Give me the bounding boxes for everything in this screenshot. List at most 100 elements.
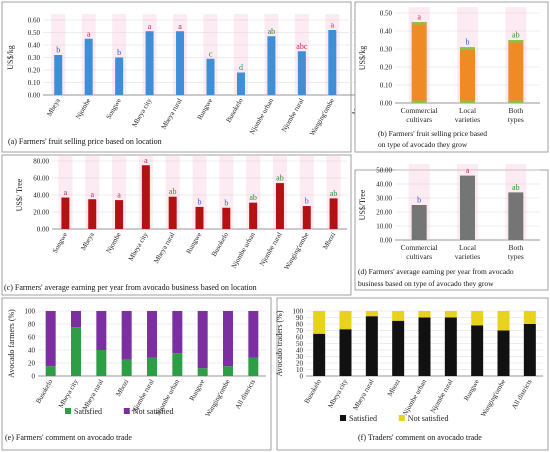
- significance-letter: a: [64, 188, 68, 197]
- y-tick-label: 100: [293, 308, 304, 316]
- y-tick-label: 0.00: [37, 226, 50, 234]
- legend-swatch: [398, 415, 405, 421]
- y-tick-label: 40.00: [376, 181, 392, 189]
- bar-mbozi: [329, 198, 338, 229]
- significance-letter: ab: [169, 187, 177, 196]
- bar-satisfied-all-districts: [248, 357, 259, 376]
- x-tick-label: Both: [509, 106, 524, 115]
- legend-label: Not satisfied: [133, 407, 174, 416]
- x-tick-label: types: [508, 115, 524, 124]
- bar-not-satisfied-all-districts: [248, 311, 259, 358]
- x-tick-label: Commercial: [401, 243, 438, 252]
- significance-letter: d: [239, 63, 243, 72]
- bar-not-satisfied-mbeya-rural: [96, 311, 107, 350]
- significance-letter: ab: [276, 174, 284, 183]
- significance-letter: a: [417, 13, 421, 22]
- bar-not-satisfied-mbeya-city: [71, 311, 81, 328]
- chart-caption: business based on type of avocado they g…: [358, 279, 494, 288]
- bar-both-types: [508, 192, 524, 240]
- bar-base: [411, 100, 427, 103]
- legend-swatch: [340, 415, 346, 421]
- y-axis-label: US$/Tree: [358, 189, 367, 220]
- y-tick-label: 0.50: [380, 10, 393, 18]
- legend-label: Not satisfied: [408, 414, 449, 423]
- y-tick-label: 0.30: [380, 46, 393, 54]
- bar-not-satisfied-wanging-ombe: [223, 311, 233, 367]
- y-tick-label: 20: [296, 360, 304, 368]
- bar-satisfied-njombe-urban: [172, 353, 183, 376]
- y-tick-label: 10.00: [376, 223, 392, 231]
- bar-rungwe: [206, 58, 215, 95]
- bar-satisfied-wanging-ombe: [497, 330, 510, 376]
- significance-letter: ab: [512, 183, 520, 192]
- chart-caption: (b) Farmers' fruit selling price based: [378, 129, 487, 138]
- significance-letter: a: [331, 21, 335, 30]
- bar-satisfied-mbeya-city: [71, 327, 81, 376]
- significance-letter: b: [417, 196, 421, 205]
- bar-songwe: [61, 197, 70, 229]
- x-tick-label: Commercial: [401, 106, 438, 115]
- bar-not-satisfied-njombe-urban: [418, 311, 431, 318]
- bar-both-types: [508, 40, 524, 103]
- y-tick-label: 0.30: [28, 54, 41, 62]
- x-tick-label: Local: [459, 106, 476, 115]
- chart-caption: on type of avocado they grow: [378, 140, 468, 149]
- y-tick-label: 40: [28, 347, 36, 355]
- chart-d: 0.00 10.00 20.00 30.00 40.00 50.00 US$/Tree b Co…: [354, 164, 549, 291]
- significance-letter: a: [178, 22, 182, 31]
- y-tick-label: 30: [296, 353, 304, 361]
- y-tick-label: 50: [296, 340, 304, 348]
- legend-label: Satisfied: [349, 414, 377, 423]
- x-tick-label: cultivars: [406, 252, 432, 261]
- bar-wanging-ombe: [328, 30, 337, 95]
- bar-busokelo: [222, 207, 231, 229]
- bar-not-satisfied-mbeya-city: [339, 311, 352, 330]
- y-tick-label: 0: [300, 373, 304, 381]
- bar-satisfied-busokelo: [313, 333, 326, 376]
- y-tick-label: 80.00: [33, 158, 49, 166]
- significance-letter: a: [466, 166, 470, 175]
- y-tick-label: 0.20: [28, 67, 41, 75]
- bar-busokelo: [236, 72, 245, 95]
- significance-letter: a: [148, 22, 152, 31]
- bar-not-satisfied-mbozi: [392, 311, 405, 321]
- chart-caption: (d) Farmers' average earning per year fr…: [358, 267, 514, 276]
- y-tick-label: 0.00: [380, 237, 393, 245]
- bar-commercial-cultivars: [411, 22, 427, 103]
- bar-satisfied-mbozi: [392, 320, 405, 376]
- bar-mbeya: [88, 199, 97, 229]
- bar-cap: [460, 47, 475, 50]
- bar-satisfied-rungwe: [197, 368, 208, 376]
- x-tick-label: Both: [509, 243, 524, 252]
- bar-commercial-cultivars: [411, 205, 427, 240]
- bar-mbeya-city: [141, 165, 150, 229]
- legend-swatch: [123, 408, 130, 414]
- y-tick-label: 50.00: [376, 167, 392, 175]
- chart-caption: (f) Traders' comment on avocado trade: [358, 433, 482, 442]
- bar-local-varieties: [460, 175, 475, 240]
- bar-mbeya-rural: [176, 31, 185, 95]
- significance-letter: c: [209, 49, 213, 58]
- bar-satisfied-mbeya-city: [339, 329, 352, 376]
- bar-not-satisfied-mbozi: [121, 311, 132, 360]
- y-axis-label: Avocado farmers (%): [7, 309, 16, 378]
- bar-satisfied-all-districts: [523, 324, 536, 376]
- chart-caption: (c) Farmers' average earning per year fr…: [4, 283, 257, 292]
- y-axis-label: US$/kg: [358, 46, 367, 70]
- y-tick-label: 0.60: [28, 17, 41, 25]
- y-tick-label: 0.40: [28, 42, 41, 50]
- legend-swatch: [65, 408, 71, 414]
- bar-njombe-urban: [249, 202, 258, 229]
- bar-satisfied-njombe-rural: [147, 357, 157, 376]
- bar-not-satisfied-mbeya-rural: [365, 311, 378, 317]
- y-tick-label: 40: [296, 347, 304, 355]
- bar-satisfied-mbeya-rural: [96, 350, 107, 376]
- y-tick-label: 10: [296, 366, 304, 374]
- y-tick-label: 80: [28, 321, 36, 329]
- bar-not-satisfied-njombe-rural: [444, 311, 457, 318]
- bar-not-satisfied-njombe-rural: [147, 311, 157, 358]
- chart-caption: (e) Farmers' comment on avocado trade: [5, 433, 132, 442]
